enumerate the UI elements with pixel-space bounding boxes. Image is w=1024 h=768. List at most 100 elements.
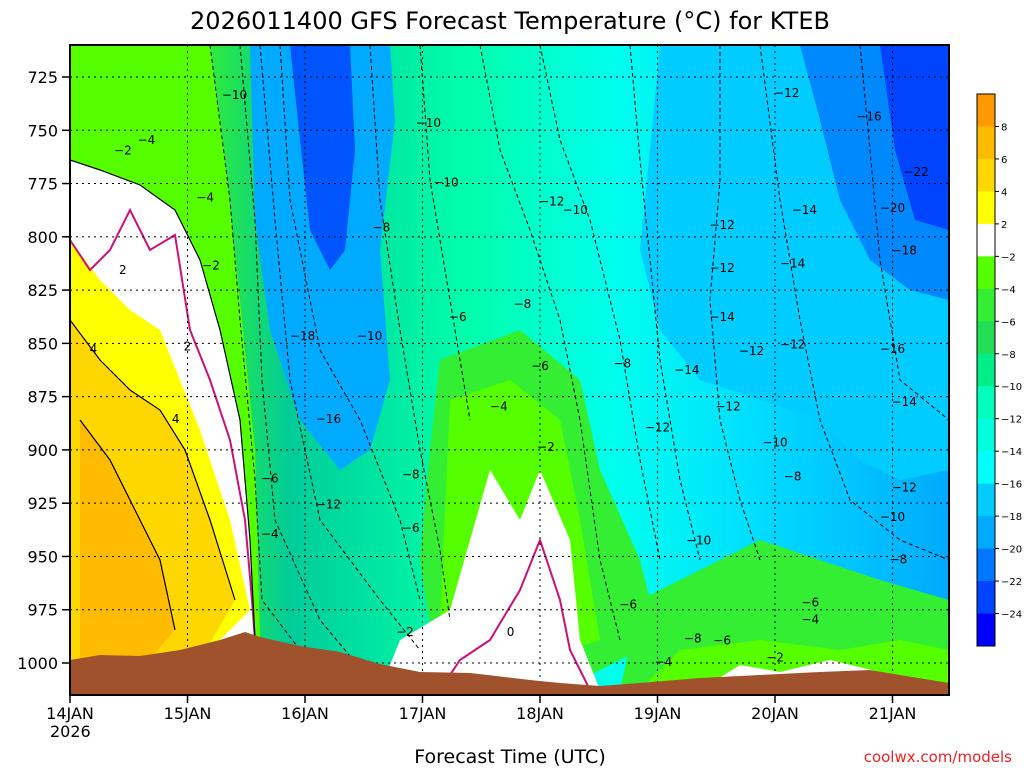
- cold-dome-16jan-core: [290, 45, 355, 270]
- y-tick-label: 825: [27, 281, 58, 300]
- colorbar-swatch: [977, 191, 995, 225]
- colorbar-label: −12: [1001, 415, 1022, 426]
- contour-label: −8: [890, 553, 908, 567]
- colorbar-label: 4: [1001, 187, 1007, 198]
- x-gridlines: [187, 45, 893, 695]
- x-axis: 14JAN 15JAN 16JAN 17JAN 18JAN 19JAN 20JAN 21JAN…: [46, 695, 916, 741]
- solid-contours: [70, 159, 256, 641]
- colorbar-swatch: [977, 613, 995, 647]
- colorbar: 8 6 4 2 −2 −4 −6 −8 −10 −12 −14 −16 −18 −20 −22 −24: [976, 93, 1022, 647]
- contour-label: −14: [674, 363, 699, 377]
- contour-label: −12: [739, 344, 764, 358]
- contour-label: −4: [490, 399, 508, 413]
- contour-label: 4: [90, 342, 98, 356]
- contour-label: −8: [684, 632, 702, 646]
- cold-dome-16jan: [250, 45, 395, 470]
- x-tick-label: 16JAN: [281, 704, 329, 723]
- contour-label: −12: [316, 497, 341, 511]
- contour-label: −4: [261, 527, 279, 541]
- colorbar-label: −2: [1001, 252, 1016, 263]
- contour-label: −8: [514, 297, 532, 311]
- colorbar-swatch: [977, 223, 995, 257]
- colorbar-label: 6: [1001, 155, 1007, 166]
- x-tick-label: 20JAN: [751, 704, 799, 723]
- contour-label: −2: [396, 625, 414, 639]
- contour-label: −12: [709, 261, 734, 275]
- y-tick-label: 900: [27, 441, 58, 460]
- contour-label: −8: [402, 467, 420, 481]
- contour-label: −10: [686, 534, 711, 548]
- contour-label: −14: [892, 395, 917, 409]
- above-freezing-18jan: [380, 470, 600, 690]
- x-tick-label: 17JAN: [399, 704, 447, 723]
- contour-label: −8: [373, 220, 391, 234]
- freezing-line-left: [70, 207, 256, 641]
- colorbar-swatch: [977, 256, 995, 290]
- colorbar-label: −24: [1001, 610, 1022, 621]
- contour-label: −12: [539, 195, 564, 209]
- contour-label: −10: [762, 436, 787, 450]
- colorbar-swatch: [977, 94, 995, 127]
- colorbar-label: −4: [1001, 285, 1016, 296]
- y-tick-label: 800: [27, 228, 58, 247]
- colorbar-swatch: [977, 418, 995, 452]
- contour-label: −12: [645, 421, 670, 435]
- contour-label: −2: [202, 259, 220, 273]
- colorbar-label: 8: [1001, 122, 1007, 133]
- contour-label: −4: [138, 133, 156, 147]
- colorbar-swatch: [977, 386, 995, 420]
- y-tick-label: 875: [27, 388, 58, 407]
- contour-label: −10: [222, 88, 247, 102]
- x-tick-label: 19JAN: [634, 704, 682, 723]
- contour-label: −10: [563, 203, 588, 217]
- plot-frame: [69, 44, 950, 696]
- contour-label: −2: [537, 440, 555, 454]
- contour-label: −22: [903, 165, 928, 179]
- contour-label: −6: [801, 595, 819, 609]
- contour-label: 0: [507, 625, 515, 639]
- colorbar-frame: [976, 93, 996, 647]
- contour-label: −6: [713, 634, 731, 648]
- contour-label: −14: [709, 310, 734, 324]
- contour-label: −6: [402, 521, 420, 535]
- contour-label: −16: [316, 412, 341, 426]
- above-6c-region: [80, 420, 175, 680]
- contour-label: −10: [433, 176, 458, 190]
- colorbar-label: −22: [1001, 577, 1022, 588]
- colorbar-label: −14: [1001, 447, 1022, 458]
- y-tick-label: 850: [27, 334, 58, 353]
- contour-label: −8: [613, 357, 631, 371]
- colorbar-label: −20: [1001, 545, 1022, 556]
- x-year-label: 2026: [50, 722, 91, 741]
- contour-label: −12: [892, 480, 917, 494]
- y-gridlines: [70, 76, 949, 664]
- colorbar-label: −16: [1001, 480, 1022, 491]
- contour-label: −4: [655, 655, 673, 669]
- contour-label: −12: [709, 218, 734, 232]
- contour-label: −18: [892, 244, 917, 258]
- colorbar-label: −18: [1001, 512, 1022, 523]
- y-tick-label: 975: [27, 601, 58, 620]
- contour-label: −6: [619, 597, 637, 611]
- y-tick-label: 950: [27, 547, 58, 566]
- freezing-line-18jan: [439, 537, 591, 691]
- chart-title: 2026011400 GFS Forecast Temperature (°C)…: [190, 7, 830, 35]
- contour-label: −4: [196, 190, 214, 204]
- x-axis-label: Forecast Time (UTC): [414, 746, 605, 768]
- colorbar-label: −10: [1001, 382, 1022, 393]
- contour-label: −14: [792, 203, 817, 217]
- contour-label: −12: [774, 86, 799, 100]
- y-axis: 725 750 775 800 825 850 875 900 925 950 975 1000: [17, 68, 70, 673]
- contour-label: 2: [184, 340, 192, 354]
- contour-label: −14: [780, 257, 805, 271]
- cold-region-core: [880, 45, 949, 230]
- x-tick-label: 21JAN: [869, 704, 917, 723]
- contour-labels: −10−10−10−10−12−12−12−12−2−4−42 −2244−8−8…: [90, 86, 929, 669]
- x-tick-label: 18JAN: [516, 704, 564, 723]
- contour-label: −4: [801, 612, 819, 626]
- colorbar-label: −8: [1001, 350, 1016, 361]
- contour-label: −16: [856, 109, 881, 123]
- contour-label: −2: [766, 651, 784, 665]
- x-tick-label: 14JAN: [46, 704, 94, 723]
- colorbar-swatch: [977, 288, 995, 322]
